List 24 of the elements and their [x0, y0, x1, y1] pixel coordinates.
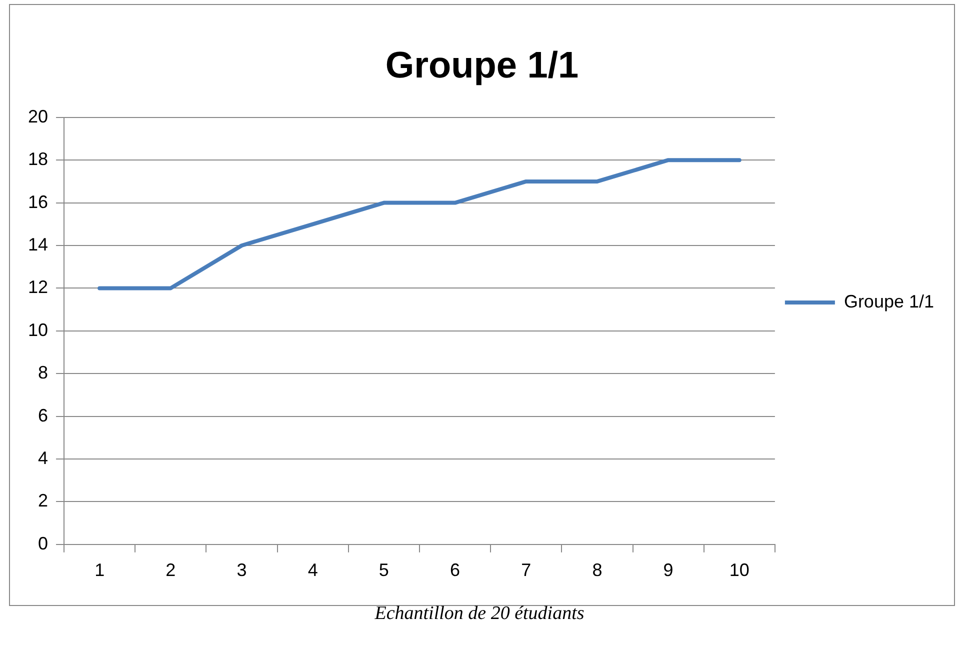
- x-tick-label: 5: [378, 560, 389, 580]
- x-tick-label: 9: [663, 560, 674, 580]
- legend-label: Groupe 1/1: [844, 291, 934, 312]
- y-tick-label: 16: [28, 192, 48, 212]
- y-tick-label: 14: [28, 234, 48, 254]
- y-tick-label: 12: [28, 277, 48, 298]
- y-tick-label: 10: [28, 320, 48, 340]
- x-tick-label: 6: [450, 560, 460, 580]
- x-tick-label: 8: [592, 560, 602, 580]
- x-tick-label: 10: [729, 560, 750, 580]
- x-tick-label: 1: [94, 560, 105, 580]
- y-tick-label: 6: [38, 405, 48, 426]
- y-tick-label: 0: [38, 533, 48, 554]
- x-tick-label: 3: [236, 560, 247, 580]
- y-tick-label: 8: [38, 362, 48, 383]
- y-tick-label: 4: [38, 448, 48, 468]
- x-tick-label: 7: [521, 560, 532, 580]
- text: Echantillon de 20 étudiants: [374, 603, 586, 625]
- y-tick-label: 2: [38, 490, 48, 511]
- x-tick-label: 4: [308, 560, 318, 580]
- chart-title: Groupe 1/1: [385, 44, 579, 86]
- y-tick-label: 18: [28, 149, 48, 170]
- y-tick-label: 20: [28, 106, 48, 126]
- x-tick-label: 2: [166, 560, 176, 580]
